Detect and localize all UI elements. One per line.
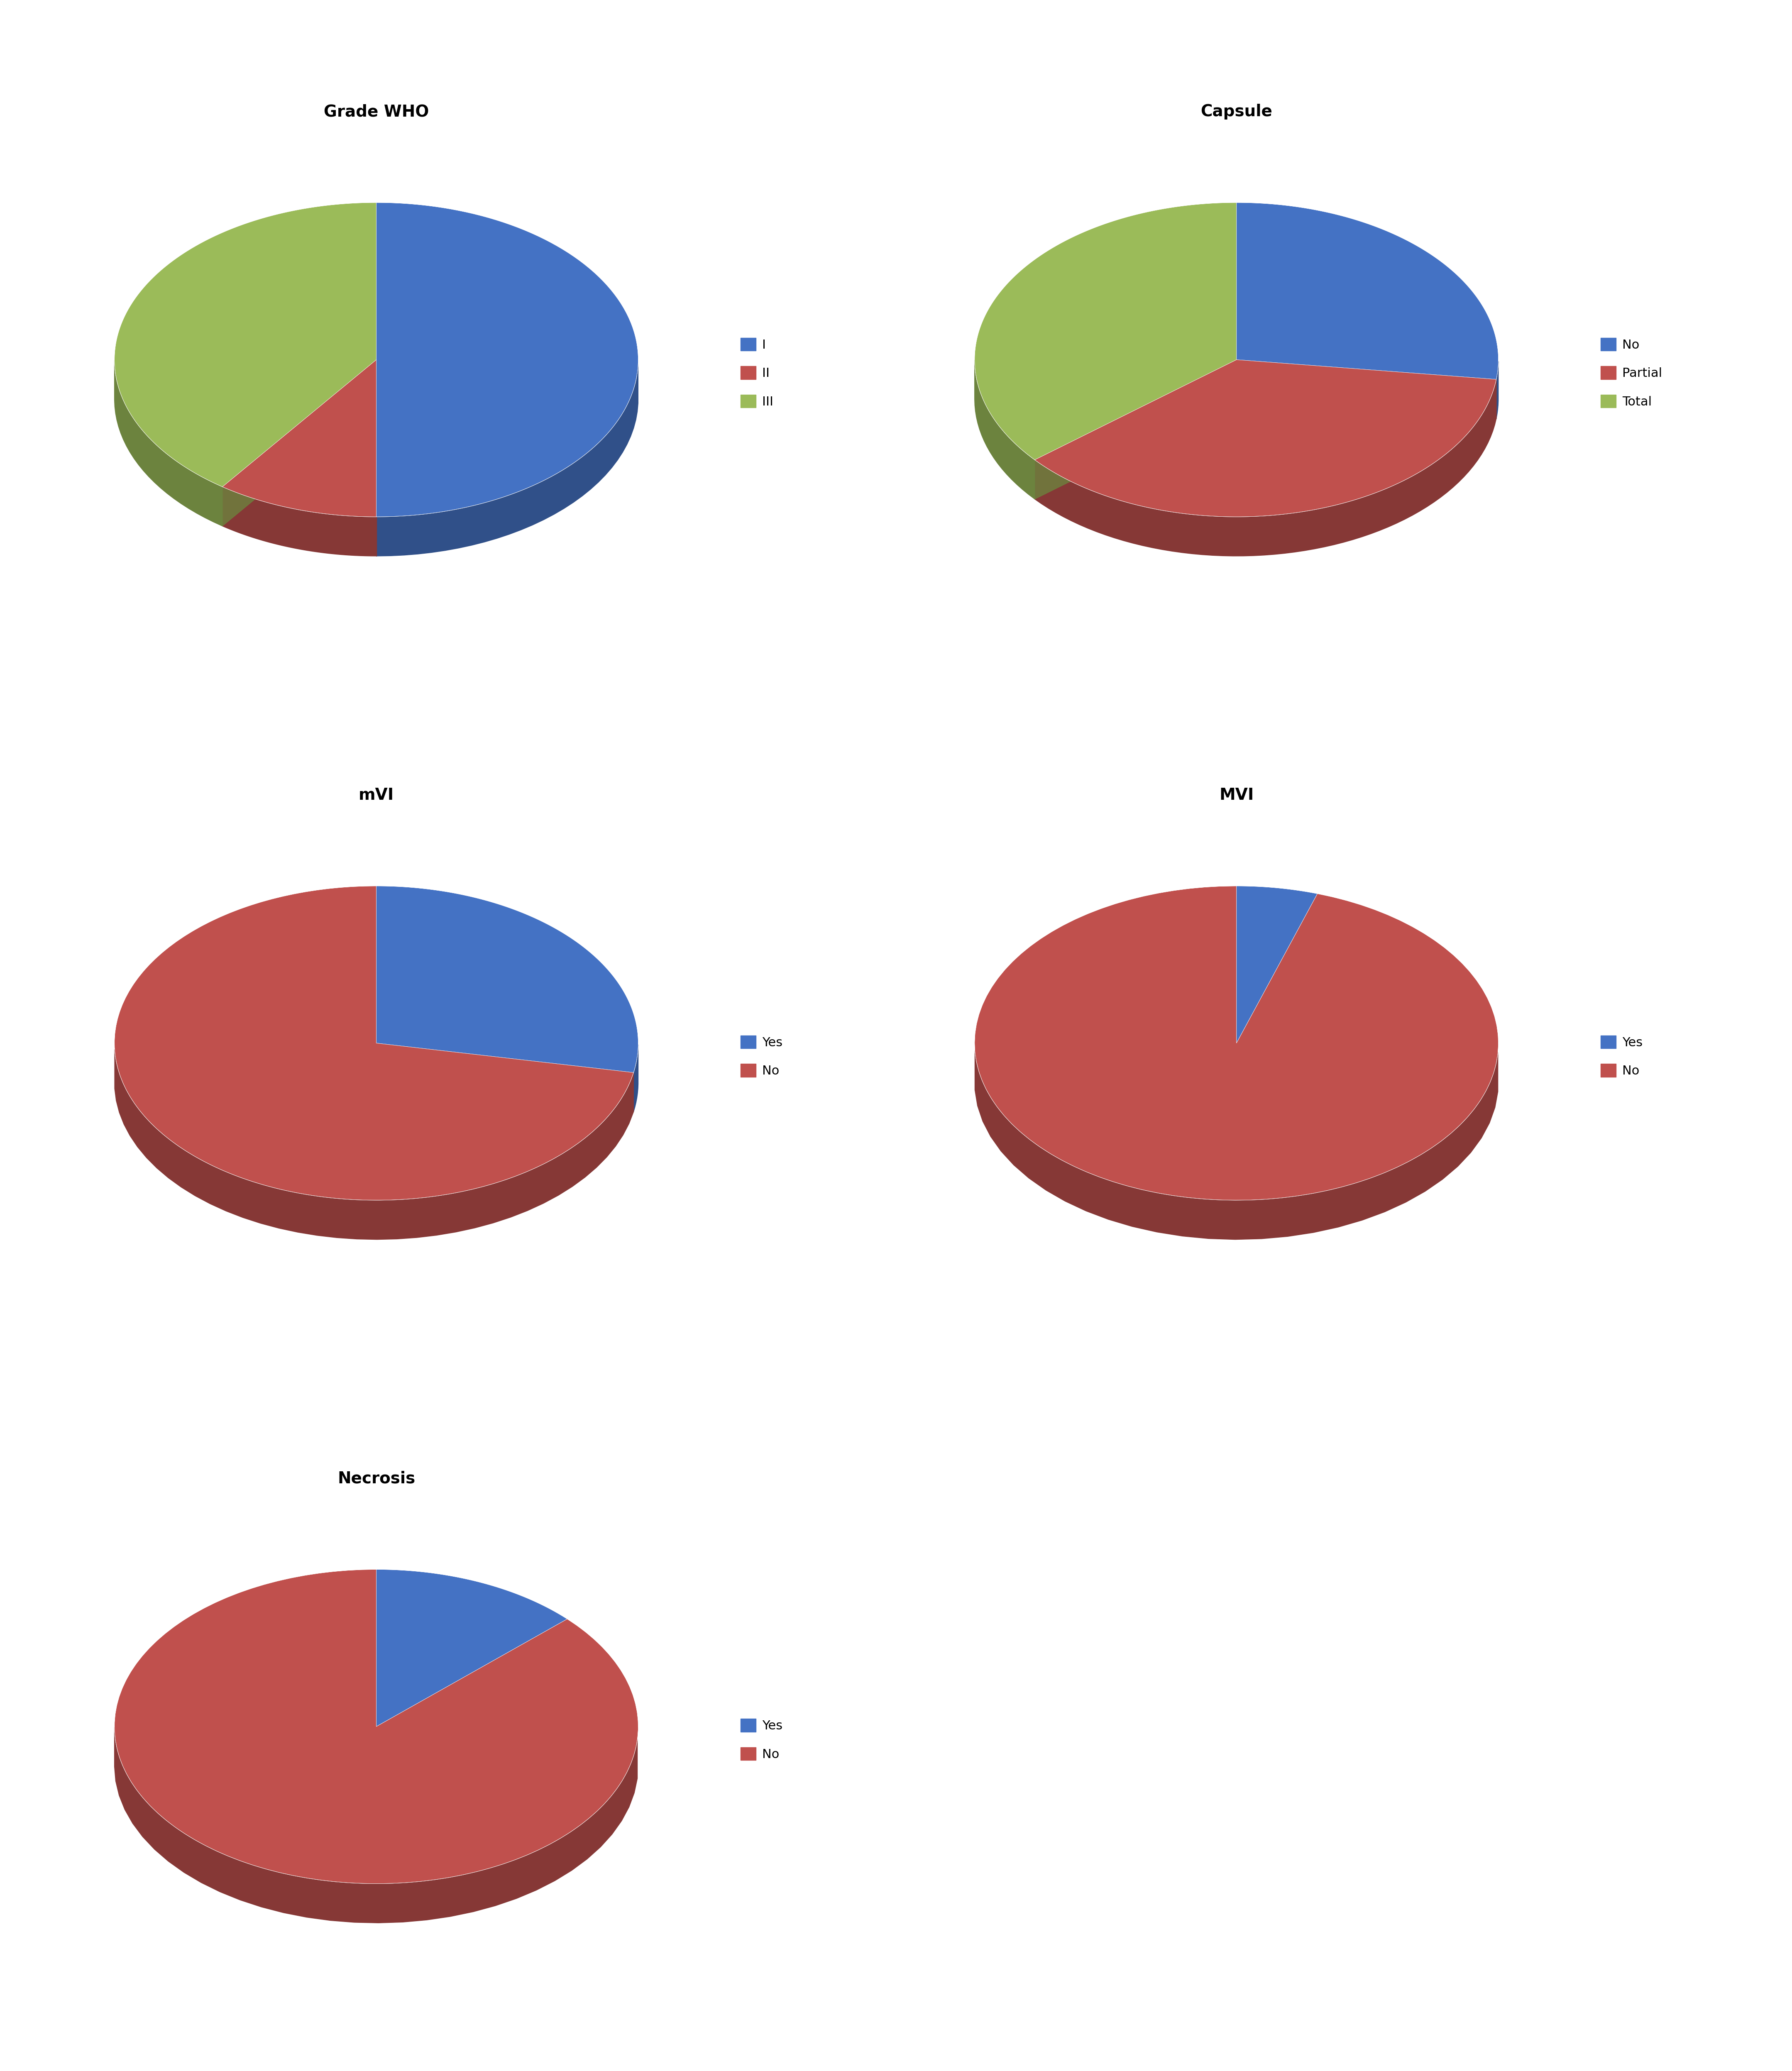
- Polygon shape: [634, 1044, 638, 1112]
- Legend: Yes, No: Yes, No: [737, 1715, 787, 1764]
- Legend: Yes, No: Yes, No: [737, 1031, 787, 1081]
- Polygon shape: [222, 360, 376, 518]
- Polygon shape: [1034, 360, 1236, 499]
- Polygon shape: [1034, 360, 1236, 499]
- Polygon shape: [222, 360, 376, 526]
- Polygon shape: [376, 364, 638, 557]
- Title: Capsule: Capsule: [1201, 104, 1272, 120]
- Polygon shape: [376, 886, 638, 1073]
- Polygon shape: [115, 203, 376, 487]
- Polygon shape: [975, 360, 1034, 499]
- Polygon shape: [222, 360, 376, 526]
- Polygon shape: [115, 1050, 634, 1241]
- Polygon shape: [1236, 360, 1496, 418]
- Legend: I, II, III: I, II, III: [737, 333, 778, 412]
- Polygon shape: [376, 1570, 568, 1727]
- Title: MVI: MVI: [1219, 787, 1254, 804]
- Polygon shape: [115, 360, 222, 526]
- Polygon shape: [1236, 203, 1498, 379]
- Polygon shape: [115, 886, 634, 1201]
- Polygon shape: [975, 886, 1498, 1201]
- Legend: No, Partial, Total: No, Partial, Total: [1597, 333, 1667, 412]
- Polygon shape: [1236, 886, 1317, 1044]
- Legend: Yes, No: Yes, No: [1597, 1031, 1647, 1081]
- Polygon shape: [1034, 379, 1496, 557]
- Polygon shape: [1236, 360, 1496, 418]
- Polygon shape: [376, 1044, 634, 1112]
- Polygon shape: [975, 1050, 1498, 1241]
- Polygon shape: [376, 203, 638, 518]
- Polygon shape: [115, 1570, 638, 1885]
- Polygon shape: [222, 487, 376, 557]
- Title: mVI: mVI: [358, 787, 394, 804]
- Title: Grade WHO: Grade WHO: [324, 104, 428, 120]
- Polygon shape: [376, 1044, 634, 1112]
- Polygon shape: [1034, 360, 1496, 518]
- Polygon shape: [115, 1727, 638, 1924]
- Polygon shape: [975, 203, 1236, 460]
- Polygon shape: [1496, 360, 1498, 418]
- Title: Necrosis: Necrosis: [337, 1470, 416, 1487]
